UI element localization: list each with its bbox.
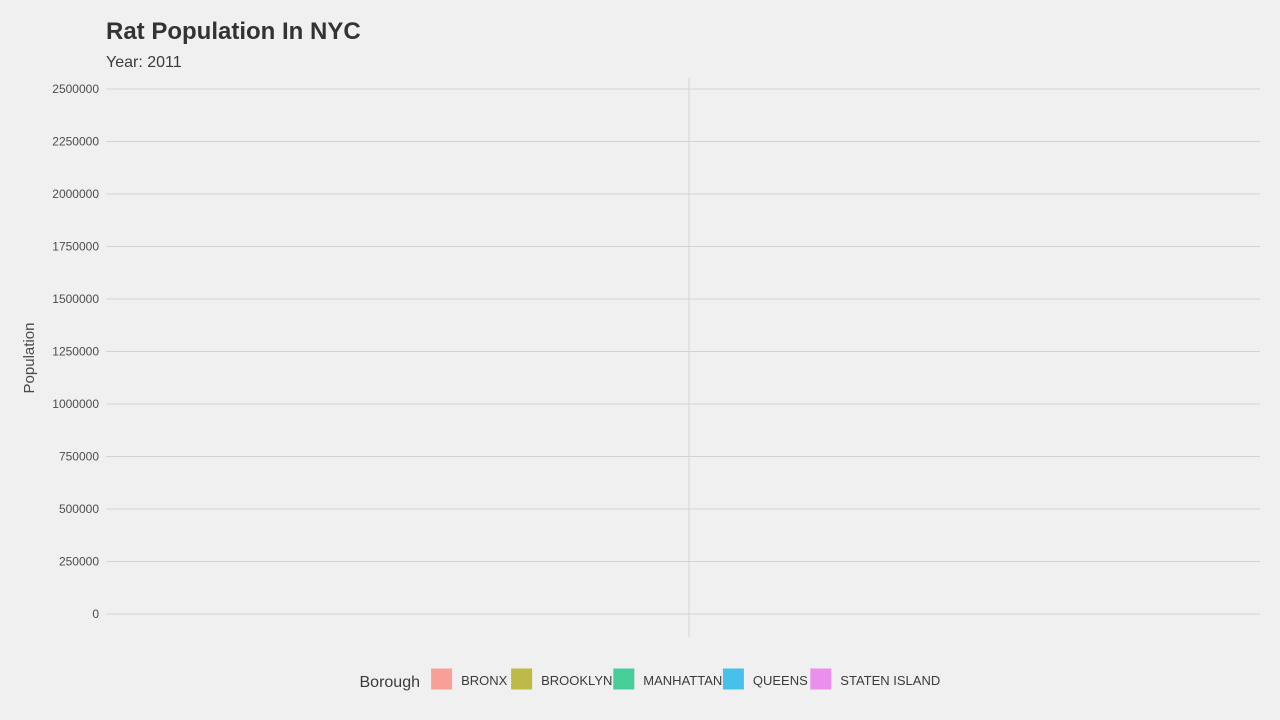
y-tick-label: 250000 [59,555,99,569]
legend-label: STATEN ISLAND [840,673,940,688]
y-tick-group: 0 250000 500000 750000 1000000 1250000 1500000… [52,82,99,621]
y-tick-label: 500000 [59,502,99,516]
chart-subtitle: Year: 2011 [106,54,182,71]
legend-label: MANHATTAN [643,673,722,688]
legend-title: Borough [360,674,421,691]
legend-label: BROOKLYN [541,673,612,688]
grid-group [106,78,1260,637]
y-tick-label: 2000000 [52,187,99,201]
y-tick-label: 2500000 [52,82,99,96]
y-tick-label: 1250000 [52,345,99,359]
legend: Borough BRONX BROOKLYN MANHATTAN QUEENS STAT… [360,668,940,691]
legend-key [613,668,635,690]
chart-title: Rat Population In NYC [106,18,361,45]
legend-key [511,668,533,690]
legend-key [722,668,744,690]
y-tick-label: 1500000 [52,292,99,306]
legend-key [810,668,832,690]
y-axis-label: Population [21,323,38,394]
legend-label: QUEENS [753,673,808,688]
y-tick-label: 1000000 [52,397,99,411]
legend-label: BRONX [461,673,508,688]
y-tick-label: 1750000 [52,240,99,254]
legend-key [431,668,453,690]
y-tick-label: 0 [92,607,99,621]
y-tick-label: 750000 [59,450,99,464]
y-tick-label: 2250000 [52,135,99,149]
